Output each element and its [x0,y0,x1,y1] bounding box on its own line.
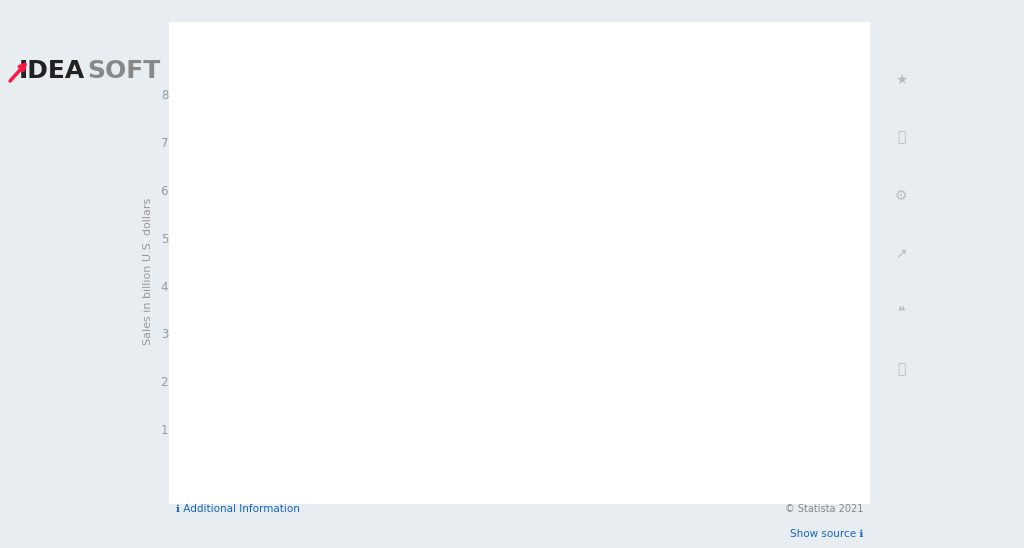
Bar [475,334,513,477]
Text: SOFT: SOFT [87,59,160,83]
Bar [659,241,697,477]
Bar [721,204,759,477]
Bar [414,363,452,477]
Text: Show source ℹ: Show source ℹ [790,529,863,539]
Bar [229,413,267,477]
Text: 6 542: 6 542 [785,151,817,161]
Text: ★: ★ [895,73,907,87]
Text: IDEA: IDEA [19,59,85,83]
Text: 🔔: 🔔 [897,130,905,145]
Text: © Statista 2021: © Statista 2021 [785,504,863,515]
Bar [291,403,329,477]
Bar [782,164,820,477]
Text: 1 845: 1 845 [355,375,387,385]
Text: 5 695: 5 695 [724,191,756,201]
Text: ⚙: ⚙ [895,189,907,203]
Text: ❝: ❝ [897,304,905,318]
Text: 🖨: 🖨 [897,362,905,376]
Bar [598,276,636,477]
Bar [352,389,390,477]
Text: 1 336: 1 336 [232,399,264,409]
Text: 2 382: 2 382 [417,350,449,359]
Text: 1 548: 1 548 [294,390,326,399]
Text: 4 927: 4 927 [663,228,694,238]
Bar [537,308,574,477]
Y-axis label: Sales in billion U.S. dollars: Sales in billion U.S. dollars [143,198,154,345]
Text: 4 206: 4 206 [601,262,633,272]
Text: ℹ Additional Information: ℹ Additional Information [176,504,300,515]
Text: ↗: ↗ [895,247,907,260]
Text: 2 982: 2 982 [478,321,510,331]
Text: 3 535: 3 535 [540,294,571,305]
